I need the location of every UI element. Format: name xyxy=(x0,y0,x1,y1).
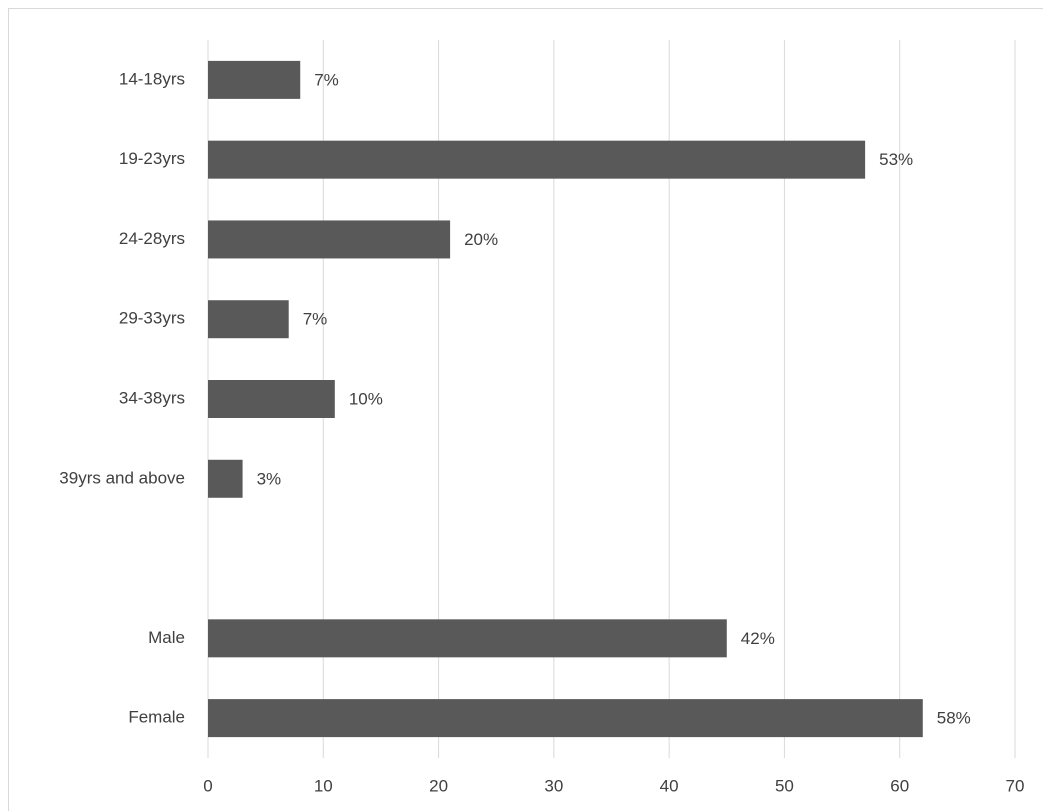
y-tick-label: 29-33yrs xyxy=(119,309,185,328)
y-tick-label: Female xyxy=(128,708,185,727)
x-tick-label: 40 xyxy=(660,776,679,795)
data-label: 7% xyxy=(303,310,328,329)
data-label: 3% xyxy=(257,469,282,488)
y-tick-label: 14-18yrs xyxy=(119,69,185,88)
y-tick-label: 39yrs and above xyxy=(59,468,185,487)
data-label: 53% xyxy=(879,150,913,169)
chart-border xyxy=(8,8,1043,811)
x-tick-label: 10 xyxy=(314,776,333,795)
x-tick-label: 30 xyxy=(544,776,563,795)
x-tick-label: 60 xyxy=(890,776,909,795)
y-tick-label: Male xyxy=(148,628,185,647)
bar xyxy=(208,300,289,339)
bar xyxy=(208,459,243,498)
data-label: 10% xyxy=(349,389,383,408)
bar xyxy=(208,220,451,259)
x-tick-label: 70 xyxy=(1006,776,1025,795)
y-tick-label: 24-28yrs xyxy=(119,229,185,248)
x-tick-label: 20 xyxy=(429,776,448,795)
bar xyxy=(208,60,301,99)
x-tick-label: 50 xyxy=(775,776,794,795)
y-tick-label: 19-23yrs xyxy=(119,149,185,168)
data-label: 7% xyxy=(314,70,339,89)
y-tick-label: 34-38yrs xyxy=(119,388,185,407)
x-tick-label: 0 xyxy=(203,776,212,795)
data-label: 20% xyxy=(464,230,498,249)
bar xyxy=(208,380,335,418)
bar xyxy=(208,619,727,658)
bar xyxy=(208,699,923,738)
data-label: 58% xyxy=(937,709,971,728)
bar xyxy=(208,140,866,179)
data-label: 42% xyxy=(741,629,775,648)
